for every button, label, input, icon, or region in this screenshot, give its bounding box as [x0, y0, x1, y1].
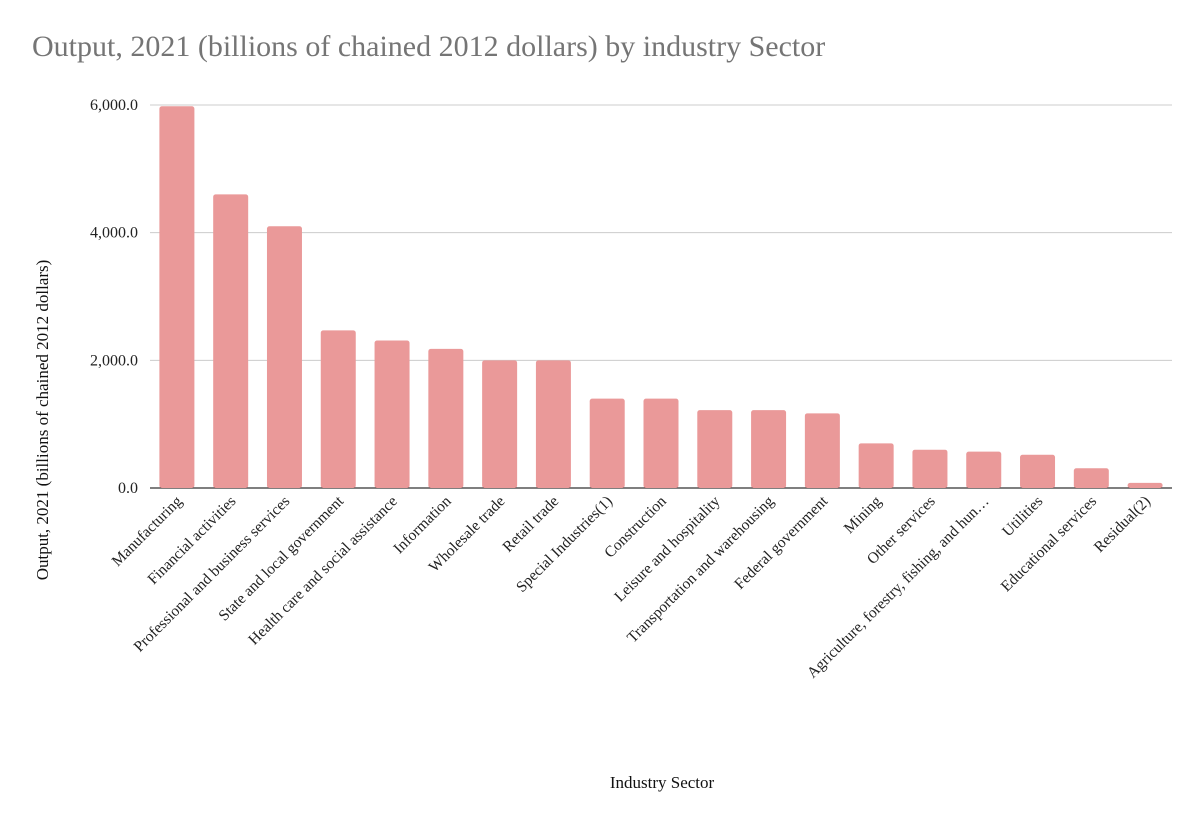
bar	[804, 413, 840, 488]
bar	[1073, 468, 1109, 488]
bar	[213, 194, 249, 488]
bar	[1020, 454, 1056, 488]
bar	[266, 226, 302, 489]
chart-title: Output, 2021 (billions of chained 2012 d…	[32, 30, 826, 63]
x-category-label: Utilities	[999, 493, 1046, 540]
x-axis-title: Industry Sector	[610, 773, 715, 792]
x-category-label: Educational services	[998, 493, 1100, 595]
y-tick-label: 6,000.0	[90, 97, 138, 114]
bar	[589, 398, 625, 488]
x-category-label: Leisure and hospitality	[611, 493, 724, 606]
bars	[159, 106, 1163, 489]
bar	[858, 443, 894, 488]
x-category-label: Special Industries(1)	[513, 493, 616, 596]
y-tick-label: 2,000.0	[90, 352, 138, 369]
bar	[751, 410, 787, 488]
y-tick-label: 4,000.0	[90, 225, 138, 242]
bar	[697, 410, 733, 488]
x-category-label: Federal government	[731, 492, 831, 592]
y-axis-ticks: 0.0 2,000.0 4,000.0 6,000.0	[90, 97, 138, 497]
bar	[159, 106, 195, 488]
bar	[482, 360, 518, 488]
bar	[643, 398, 679, 488]
y-tick-label: 0.0	[118, 480, 138, 497]
bar	[535, 360, 571, 488]
x-category-label: Mining	[841, 493, 885, 537]
bar	[1127, 482, 1163, 488]
bar	[966, 451, 1002, 488]
bar	[374, 340, 410, 488]
x-category-label: Residual(2)	[1091, 493, 1154, 556]
gridlines	[150, 104, 1172, 489]
y-axis-title: Output, 2021 (billions of chained 2012 d…	[33, 260, 52, 581]
bar	[428, 348, 464, 488]
bar	[320, 330, 356, 488]
bar	[912, 449, 948, 488]
